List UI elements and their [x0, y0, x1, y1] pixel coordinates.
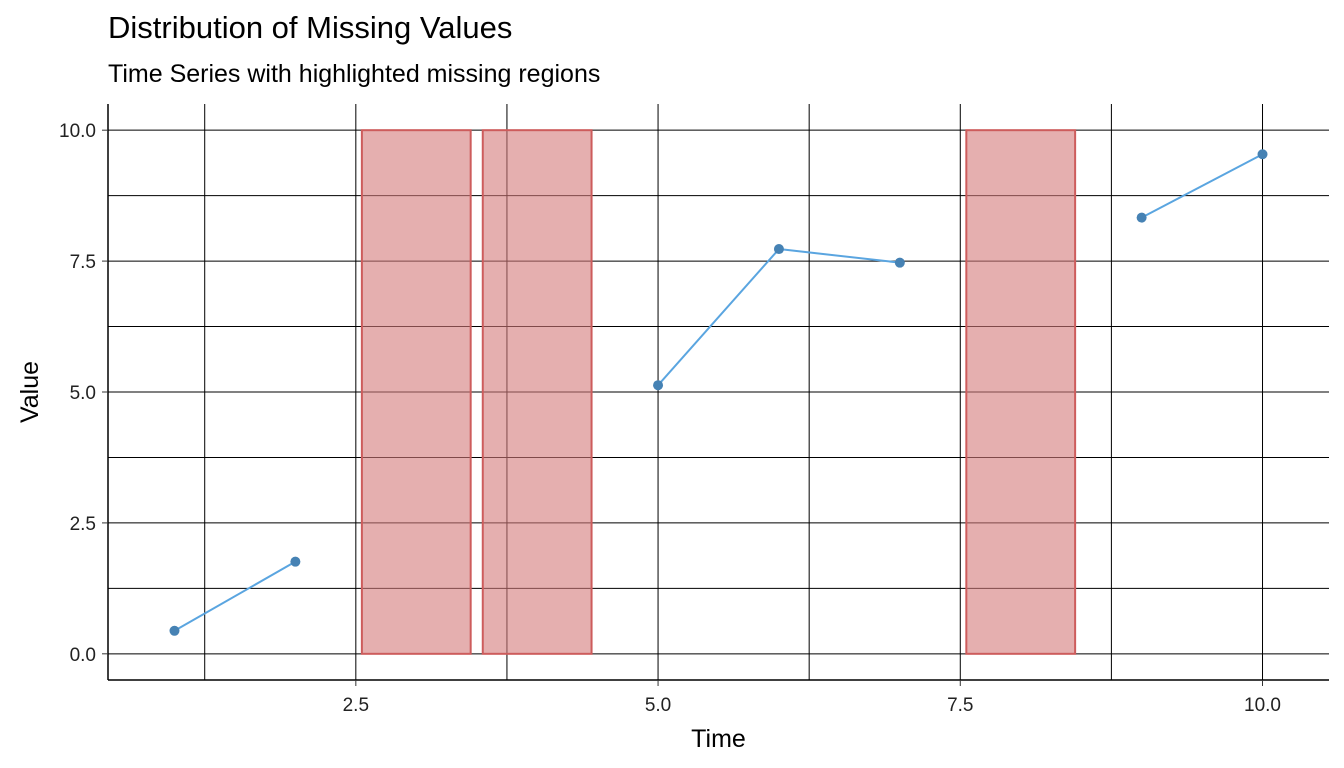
y-tick-label: 5.0 — [70, 383, 96, 404]
data-point — [1257, 149, 1268, 160]
data-point — [169, 625, 180, 636]
y-tick-label: 0.0 — [70, 645, 96, 666]
missing-region — [360, 129, 472, 655]
chart-subtitle: Time Series with highlighted missing reg… — [108, 60, 601, 88]
data-point — [653, 380, 664, 391]
x-tick-label: 2.5 — [343, 695, 369, 716]
missing-regions — [360, 129, 1077, 655]
data-point — [1136, 212, 1147, 223]
series-lines — [173, 153, 1263, 632]
chart-title: Distribution of Missing Values — [108, 10, 513, 45]
series-line-segment — [657, 248, 780, 386]
y-tick-label: 2.5 — [70, 514, 96, 535]
series-line-segment — [1141, 153, 1263, 219]
data-point — [773, 244, 784, 255]
grid — [108, 104, 1329, 680]
y-tick-label: 7.5 — [70, 252, 96, 273]
axes: 2.5 5.0 7.5 10.0 0.0 2.5 5.0 7.5 10.0 — [59, 104, 1329, 716]
missing-region — [965, 129, 1077, 655]
x-tick-label: 7.5 — [947, 695, 973, 716]
series-points — [169, 149, 1268, 636]
x-axis-label: Time — [691, 725, 746, 753]
data-point — [894, 257, 905, 268]
series-line-segment — [173, 560, 296, 632]
y-tick-label: 10.0 — [59, 121, 96, 142]
x-tick-label: 5.0 — [645, 695, 671, 716]
series-line-segment — [778, 248, 900, 264]
missing-region — [481, 129, 593, 655]
x-tick-label: 10.0 — [1244, 695, 1281, 716]
y-axis-label: Value — [16, 361, 44, 423]
data-point — [290, 556, 301, 567]
